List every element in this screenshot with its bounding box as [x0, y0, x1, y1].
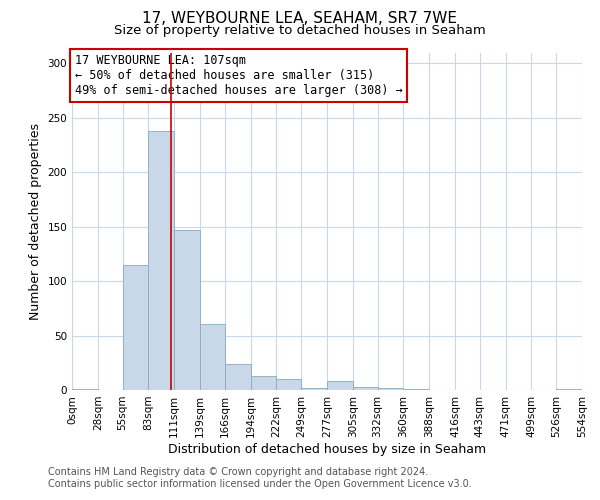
Bar — [148, 131, 174, 390]
Bar — [277, 379, 301, 390]
X-axis label: Distribution of detached houses by size in Seaham: Distribution of detached houses by size … — [168, 442, 486, 456]
Bar — [72, 389, 98, 390]
Text: Contains HM Land Registry data © Crown copyright and database right 2024.
Contai: Contains HM Land Registry data © Crown c… — [48, 468, 472, 489]
Bar — [122, 265, 148, 390]
Bar — [353, 386, 377, 390]
Bar — [200, 324, 225, 390]
Bar — [225, 364, 251, 390]
Bar — [174, 230, 200, 390]
Bar — [377, 388, 403, 390]
Bar — [556, 389, 582, 390]
Y-axis label: Number of detached properties: Number of detached properties — [29, 122, 42, 320]
Bar — [301, 388, 327, 390]
Bar — [251, 376, 277, 390]
Bar — [403, 389, 429, 390]
Text: 17, WEYBOURNE LEA, SEAHAM, SR7 7WE: 17, WEYBOURNE LEA, SEAHAM, SR7 7WE — [143, 11, 458, 26]
Bar — [327, 382, 353, 390]
Text: Size of property relative to detached houses in Seaham: Size of property relative to detached ho… — [114, 24, 486, 37]
Text: 17 WEYBOURNE LEA: 107sqm
← 50% of detached houses are smaller (315)
49% of semi-: 17 WEYBOURNE LEA: 107sqm ← 50% of detach… — [74, 54, 403, 97]
